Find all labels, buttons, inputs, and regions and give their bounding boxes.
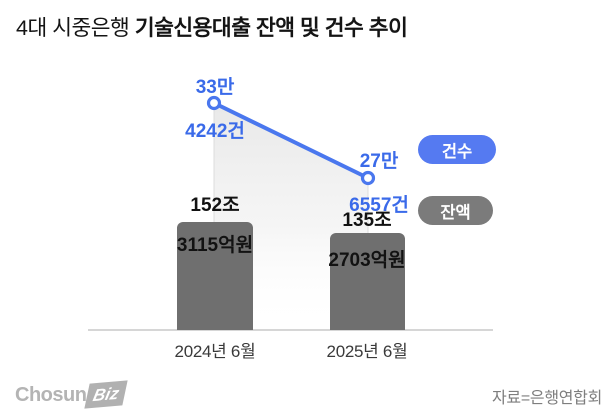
balance-2024-line1: 152조 — [190, 195, 240, 216]
source-credit: 자료=은행연합회 — [492, 390, 602, 407]
count-trend-line — [212, 101, 370, 180]
balance-value-label-2025: 135조 2703억원 — [297, 191, 437, 271]
balance-2025-line2: 2703억원 — [328, 250, 406, 271]
logo-biz-badge: Biz — [84, 379, 129, 409]
balance-2025-line1: 135조 — [342, 210, 392, 231]
count-2025-line1: 27만 — [359, 151, 399, 172]
count-value-label-2024: 33만 4242건 — [155, 55, 275, 143]
count-point-2025 — [360, 170, 376, 186]
legend-badge-count: 건수 — [418, 135, 496, 164]
balance-bar-2025 — [330, 233, 405, 330]
logo-chosun-text: Chosun — [15, 384, 87, 406]
count-2024-line2: 4242건 — [185, 121, 245, 142]
legend-badge-balance: 잔액 — [418, 196, 493, 225]
count-point-2024 — [206, 95, 222, 111]
title-emphasis: 기술신용대출 잔액 및 건수 추이 — [134, 16, 408, 40]
page-title: 4대 시중은행 기술신용대출 잔액 및 건수 추이 — [16, 11, 408, 42]
count-value-label-2025: 27만 6557건 — [319, 129, 439, 217]
x-tick-2024: 2024년 6월 — [174, 342, 256, 361]
balance-bar-2024 — [177, 222, 253, 330]
count-2025-line2: 6557건 — [349, 195, 409, 216]
x-tick-2025: 2025년 6월 — [326, 342, 408, 361]
title-prefix: 4대 시중은행 — [16, 16, 135, 40]
balance-2024-line2: 3115억원 — [176, 235, 254, 256]
count-2024-line1: 33만 — [195, 77, 235, 98]
balance-value-label-2024: 152조 3115억원 — [145, 176, 285, 256]
chosunbiz-logo: Chosun Biz — [15, 379, 129, 409]
